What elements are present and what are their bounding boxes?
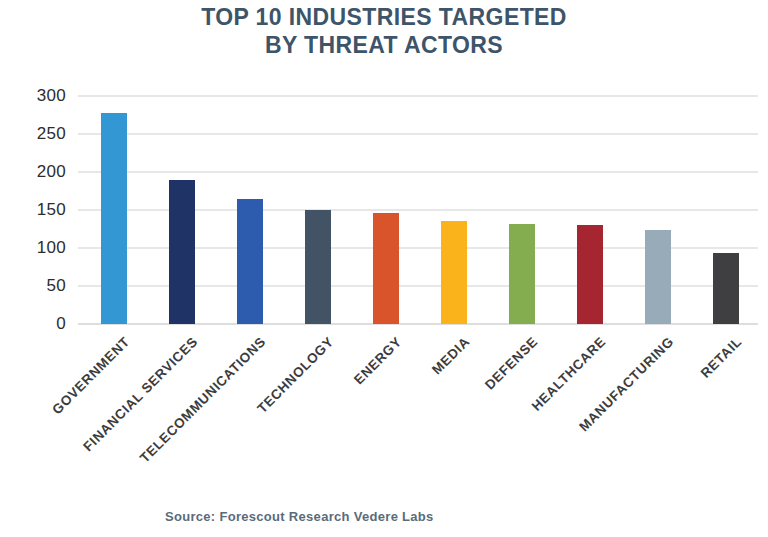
x-axis-label-defense: DEFENSE xyxy=(482,334,541,393)
gridline-250 xyxy=(78,133,758,135)
bar-technology xyxy=(305,210,331,324)
x-axis-label-retail: RETAIL xyxy=(698,334,745,381)
x-axis-label-financial-services: FINANCIAL SERVICES xyxy=(80,334,200,454)
bar-healthcare xyxy=(577,225,603,324)
x-axis-label-energy: ENERGY xyxy=(351,334,404,387)
bar-manufacturing xyxy=(645,230,671,324)
y-axis-tick-label: 300 xyxy=(0,86,66,106)
bar-defense xyxy=(509,224,535,324)
y-axis-tick-label: 150 xyxy=(0,200,66,220)
bar-retail xyxy=(713,253,739,324)
source-note: Source: Forescout Research Vedere Labs xyxy=(165,509,434,524)
y-axis-tick-label: 200 xyxy=(0,162,66,182)
y-axis-tick-label: 250 xyxy=(0,124,66,144)
bar-telecommunications xyxy=(237,199,263,324)
y-axis-tick-label: 100 xyxy=(0,238,66,258)
bar-energy xyxy=(373,213,399,324)
x-axis-label-telecommunications: TELECOMMUNICATIONS xyxy=(137,334,269,466)
chart-title-line1: TOP 10 INDUSTRIES TARGETED xyxy=(0,3,768,31)
x-axis-label-media: MEDIA xyxy=(429,334,472,377)
y-axis-tick-label: 0 xyxy=(0,314,66,334)
y-axis-tick-label: 50 xyxy=(0,276,66,296)
chart-title-line2: BY THREAT ACTORS xyxy=(0,31,768,59)
bar-financial-services xyxy=(169,180,195,324)
plot-area: 300250200150100500GOVERNMENTFINANCIAL SE… xyxy=(78,96,758,324)
bar-government xyxy=(101,113,127,324)
bar-chart-figure: TOP 10 INDUSTRIES TARGETED BY THREAT ACT… xyxy=(0,0,768,537)
bar-media xyxy=(441,221,467,324)
chart-title: TOP 10 INDUSTRIES TARGETED BY THREAT ACT… xyxy=(0,3,768,59)
gridline-200 xyxy=(78,171,758,173)
gridline-300 xyxy=(78,95,758,97)
